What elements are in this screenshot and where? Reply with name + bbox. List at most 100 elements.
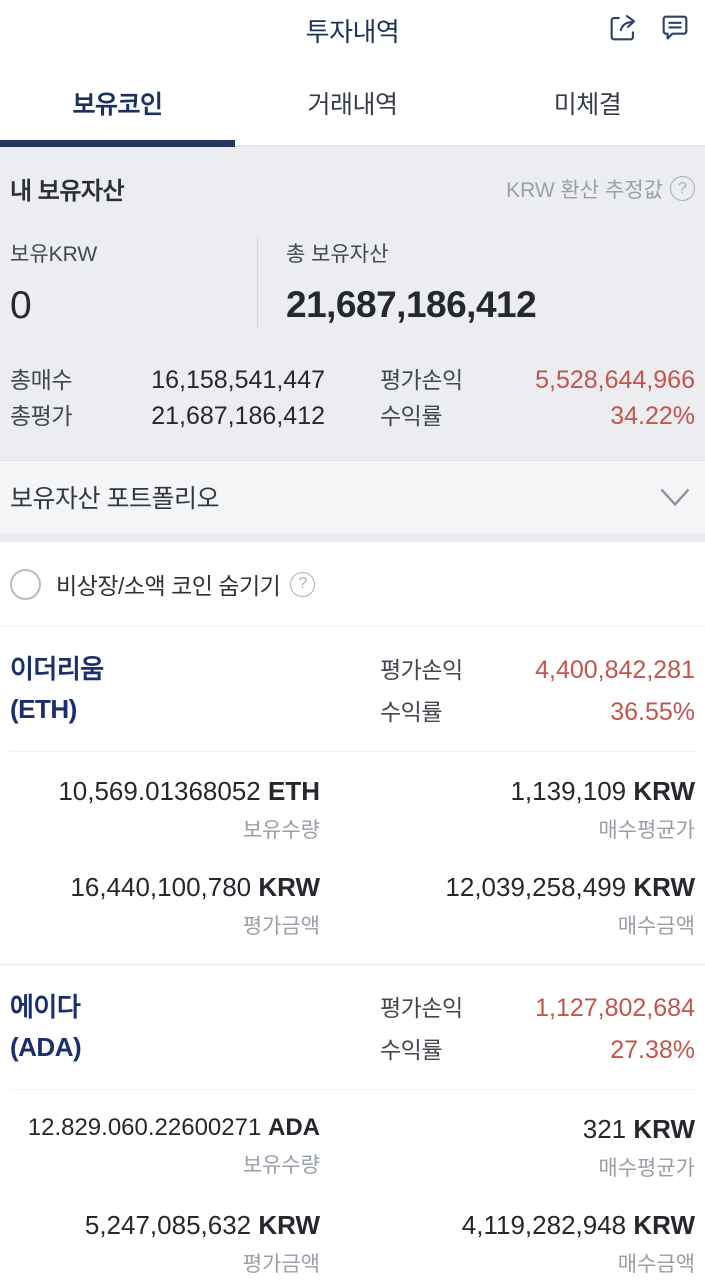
coin-name-korean: 이더리움 — [10, 654, 104, 684]
holding-quantity: 10,569.01368052 ETH 보유수량 — [10, 776, 320, 844]
hide-small-coins-row: 비상장/소액 코인 숨기기 ? — [0, 542, 705, 627]
krw-estimate-label: KRW 환산 추정값 — [506, 178, 663, 202]
coin-pl-value: 4,400,842,281 — [535, 656, 695, 684]
buy-amount-value: 4,119,282,948 — [461, 1210, 627, 1240]
tab-holdings[interactable]: 보유코인 — [0, 60, 235, 147]
page-title: 투자내역 — [305, 16, 400, 47]
buy-amount: 12,039,258,499 KRW 매수금액 — [330, 872, 695, 940]
hide-small-coins-toggle[interactable] — [10, 568, 41, 600]
portfolio-title: 보유자산 포트폴리오 — [10, 485, 219, 513]
total-ror-row: 수익률 34.22% — [380, 398, 695, 434]
coin-name: 이더리움 (ETH) — [10, 649, 104, 733]
avg-buy-price: 321 KRW 매수평균가 — [330, 1114, 695, 1182]
coin-ror-value: 36.55% — [610, 698, 695, 726]
coin-symbol: (ETH) — [10, 694, 77, 724]
pl-ror-block: 평가손익 5,528,644,966 수익률 34.22% — [380, 362, 695, 434]
coin-symbol: (ADA) — [10, 1032, 82, 1062]
avg-buy-price-unit: KRW — [633, 776, 695, 806]
coin-divider — [10, 751, 695, 752]
tab-bar: 보유코인 거래내역 미체결 — [0, 60, 705, 147]
holding-quantity-label: 보유수량 — [242, 819, 320, 842]
coin-pl-label: 평가손익 — [380, 657, 463, 683]
total-buy-row: 총매수 16,158,541,447 — [10, 362, 325, 398]
total-assets-label: 총 보유자산 — [286, 243, 389, 266]
total-eval-value: 21,687,186,412 — [151, 402, 325, 430]
summary-head: 내 보유자산 KRW 환산 추정값 ? — [10, 171, 695, 206]
buy-eval-block: 총매수 16,158,541,447 총평가 21,687,186,412 — [10, 362, 325, 434]
avg-buy-price-value: 1,139,109 — [510, 776, 627, 806]
coin-amounts: 10,569.01368052 ETH 보유수량 1,139,109 KRW 매… — [10, 776, 695, 940]
coin-pl-row: 평가손익 4,400,842,281 — [380, 649, 695, 691]
coin-divider — [10, 1089, 695, 1090]
coin-ror-label: 수익률 — [380, 699, 442, 725]
coin-pl-value: 1,127,802,684 — [535, 994, 695, 1022]
coin-pl-label: 평가손익 — [380, 995, 463, 1021]
coin-name: 에이다 (ADA) — [10, 987, 82, 1071]
assets-summary-section: 내 보유자산 KRW 환산 추정값 ? 보유KRW 0 총 보유자산 21,68… — [0, 147, 705, 461]
chat-icon[interactable] — [657, 10, 693, 46]
holding-quantity-value: 10,569.01368052 — [58, 776, 261, 806]
summary-rows: 총매수 16,158,541,447 총평가 21,687,186,412 평가… — [10, 362, 695, 434]
avg-buy-price: 1,139,109 KRW 매수평균가 — [330, 776, 695, 844]
total-pl-label: 평가손익 — [380, 367, 463, 393]
coin-pl-block: 평가손익 4,400,842,281 수익률 36.55% — [380, 649, 695, 733]
eval-amount-label: 평가금액 — [242, 915, 320, 938]
total-eval-label: 총평가 — [10, 403, 72, 429]
tab-open-orders[interactable]: 미체결 — [553, 90, 622, 119]
hide-small-coins-label: 비상장/소액 코인 숨기기 — [56, 573, 281, 599]
eval-amount-label: 평가금액 — [242, 1253, 320, 1276]
total-buy-value: 16,158,541,447 — [151, 366, 325, 394]
summary-title: 내 보유자산 — [10, 178, 125, 205]
help-icon[interactable]: ? — [670, 176, 695, 201]
section-divider — [0, 533, 705, 542]
coin-name-korean: 에이다 — [10, 992, 81, 1022]
buy-amount-unit: KRW — [633, 1210, 695, 1240]
coin-card-eth[interactable]: 이더리움 (ETH) 평가손익 4,400,842,281 수익률 36.55%… — [0, 627, 705, 965]
avg-buy-price-value: 321 — [582, 1114, 627, 1144]
total-eval-row: 총평가 21,687,186,412 — [10, 398, 325, 434]
header: 투자내역 — [0, 0, 705, 60]
coin-head: 에이다 (ADA) 평가손익 1,127,802,684 수익률 27.38% — [10, 987, 695, 1071]
coin-ror-value: 27.38% — [610, 1036, 695, 1064]
holding-quantity-value: 12.829.060.22600271 — [27, 1114, 262, 1141]
total-pl-row: 평가손익 5,528,644,966 — [380, 362, 695, 398]
coin-ror-row: 수익률 27.38% — [380, 1029, 695, 1071]
coin-amounts: 12.829.060.22600271 ADA 보유수량 321 KRW 매수평… — [10, 1114, 695, 1278]
buy-amount-label: 매수금액 — [617, 915, 695, 938]
portfolio-toggle-row[interactable]: 보유자산 포트폴리오 — [0, 461, 705, 533]
eval-amount: 5,247,085,632 KRW 평가금액 — [10, 1210, 320, 1278]
vertical-divider — [257, 238, 258, 328]
coin-ror-row: 수익률 36.55% — [380, 691, 695, 733]
eval-amount-unit: KRW — [258, 1210, 320, 1240]
eval-amount-unit: KRW — [258, 872, 320, 902]
share-icon[interactable] — [605, 10, 641, 46]
buy-amount: 4,119,282,948 KRW 매수금액 — [330, 1210, 695, 1278]
coin-ror-label: 수익률 — [380, 1037, 442, 1063]
avg-buy-price-unit: KRW — [633, 1114, 695, 1144]
krw-estimate-note: KRW 환산 추정값 ? — [506, 174, 695, 204]
help-icon[interactable]: ? — [290, 571, 316, 597]
coin-pl-row: 평가손익 1,127,802,684 — [380, 987, 695, 1029]
coin-card-ada[interactable]: 에이다 (ADA) 평가손익 1,127,802,684 수익률 27.38% … — [0, 965, 705, 1280]
total-assets-value: 21,687,186,412 — [286, 284, 537, 325]
hold-krw-label: 보유KRW — [10, 243, 98, 266]
eval-amount-value: 5,247,085,632 — [84, 1210, 252, 1240]
holding-quantity-unit: ADA — [268, 1114, 320, 1141]
total-ror-label: 수익률 — [380, 403, 442, 429]
total-ror-value: 34.22% — [610, 402, 695, 430]
buy-amount-value: 12,039,258,499 — [445, 872, 627, 902]
total-buy-label: 총매수 — [10, 367, 72, 393]
buy-amount-unit: KRW — [633, 872, 695, 902]
tab-transaction-history[interactable]: 거래내역 — [307, 90, 398, 119]
header-actions — [605, 10, 693, 46]
total-pl-value: 5,528,644,966 — [535, 366, 695, 394]
holding-quantity-unit: ETH — [268, 776, 320, 806]
holding-quantity-label: 보유수량 — [242, 1154, 320, 1177]
eval-amount-value: 16,440,100,780 — [70, 872, 252, 902]
holding-quantity: 12.829.060.22600271 ADA 보유수량 — [10, 1114, 320, 1182]
total-assets-block: 총 보유자산 21,687,186,412 — [286, 238, 695, 328]
hold-krw-value: 0 — [10, 284, 32, 327]
avg-buy-price-label: 매수평균가 — [598, 1157, 695, 1180]
eval-amount: 16,440,100,780 KRW 평가금액 — [10, 872, 320, 940]
